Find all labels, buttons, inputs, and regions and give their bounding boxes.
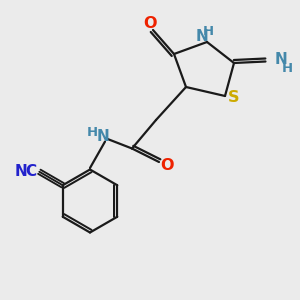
Text: N: N [195, 29, 208, 44]
Text: N: N [274, 52, 287, 68]
Text: O: O [161, 158, 174, 173]
Text: C: C [26, 164, 37, 179]
Text: H: H [203, 25, 214, 38]
Text: N: N [97, 129, 110, 144]
Text: H: H [87, 126, 98, 139]
Text: O: O [143, 16, 157, 31]
Text: S: S [228, 90, 239, 105]
Text: H: H [282, 62, 293, 76]
Text: N: N [15, 164, 28, 179]
